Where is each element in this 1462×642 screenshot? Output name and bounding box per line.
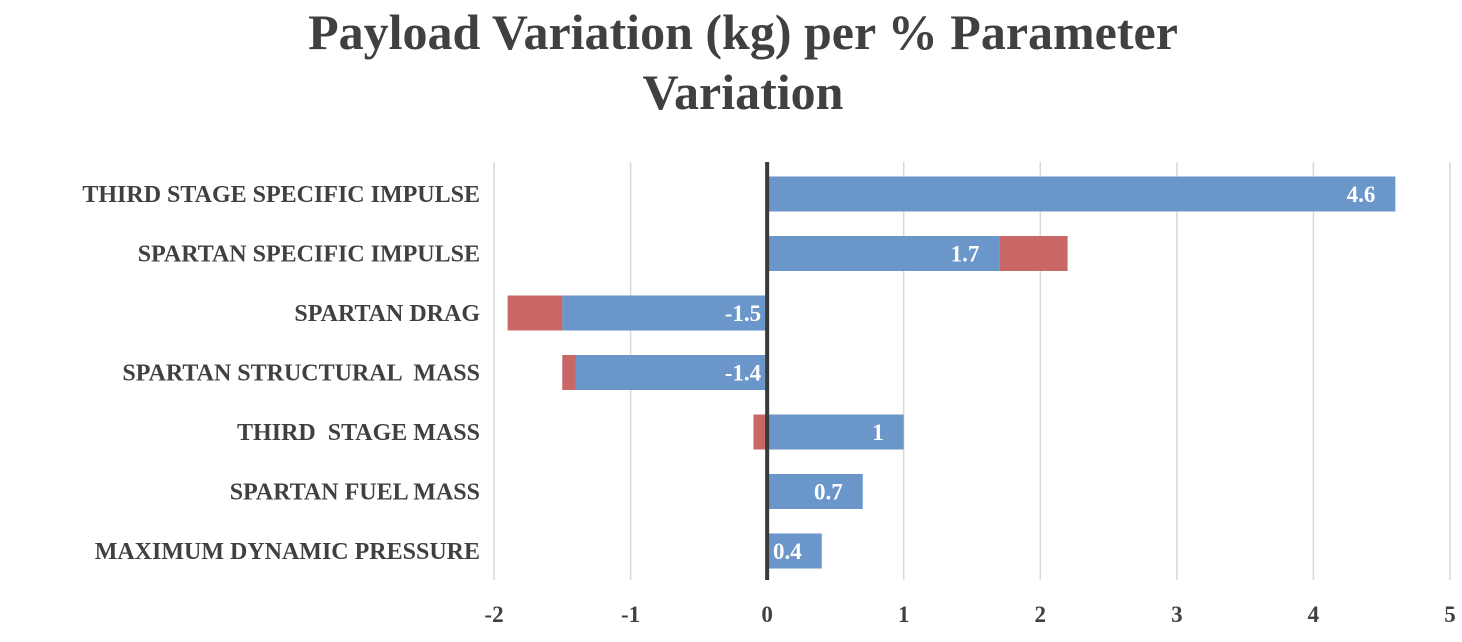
data-label: 0.4 [773,539,802,564]
bar-series-1 [767,236,1000,271]
data-label: 4.6 [1347,182,1376,207]
gridlines [493,162,1451,580]
category-label: SPARTAN STRUCTURAL MASS [122,361,480,387]
category-label: THIRD STAGE MASS [237,420,480,446]
category-label: SPARTAN FUEL MASS [230,480,480,506]
labels: -2 -1 0 1 2 3 4 5 4.6 THIRD STAGE SPECIFIC IMPULS… [82,182,1455,627]
x-tick-label: 0 [761,602,773,627]
category-label: SPARTAN SPECIFIC IMPULSE [138,242,480,268]
category-label: MAXIMUM DYNAMIC PRESSURE [95,539,480,565]
bar-series-1 [562,295,768,331]
category-label: THIRD STAGE SPECIFIC IMPULSE [82,182,480,208]
bar-series-2 [507,295,563,331]
bar-series-1 [767,176,1396,212]
bar-series-2 [753,414,768,450]
data-label: 1.7 [951,242,980,267]
bars [507,176,1396,569]
data-label: 0.7 [814,480,843,505]
bar-series-1 [767,533,822,569]
x-tick-label: 3 [1171,602,1183,627]
chart-title-line-1: Payload Variation (kg) per % Parameter [308,4,1178,60]
chart-title: Payload Variation (kg) per % Parameter V… [0,2,1462,122]
x-tick-label: -2 [484,602,503,627]
x-tick-label: 5 [1444,602,1456,627]
data-label: -1.4 [725,361,762,386]
bar-series-1 [767,474,863,509]
data-label: -1.5 [725,301,761,326]
category-label: SPARTAN DRAG [294,301,480,327]
x-tick-label: -1 [621,602,640,627]
bar-series-2 [999,236,1068,271]
chart-title-line-2: Variation [642,64,844,120]
bar-series-1 [767,414,904,450]
x-tick-label: 4 [1308,602,1320,627]
x-tick-label: 1 [898,602,910,627]
bar-series-1 [575,355,768,390]
bar-series-2 [562,355,576,390]
x-tick-label: 2 [1035,602,1047,627]
data-label: 1 [872,420,884,445]
